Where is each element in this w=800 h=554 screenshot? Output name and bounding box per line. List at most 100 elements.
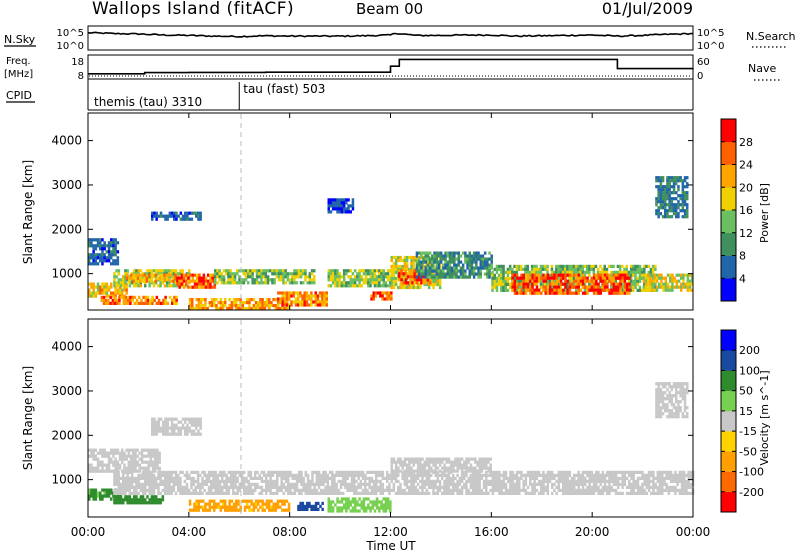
heatmap-cell-power-cells-2 <box>116 301 119 305</box>
heatmap-cell-power-cells-9 <box>373 275 377 279</box>
heatmap-cell-vel-cells-0 <box>134 469 137 473</box>
heatmap-cell-power-cells-8 <box>292 294 295 298</box>
heatmap-cell-power-cells-19 <box>666 215 669 219</box>
heatmap-cell-vel-cells-3 <box>229 482 233 486</box>
heatmap-cell-vel-cells-3 <box>599 476 602 480</box>
heatmap-cell-power-cells-4 <box>134 279 138 283</box>
heatmap-cell-vel-cells-3 <box>628 473 631 477</box>
heatmap-cell-power-cells-4 <box>134 276 138 280</box>
heatmap-cell-power-cells-7 <box>297 272 301 276</box>
heatmap-cell-power-cells-14 <box>513 270 516 274</box>
heatmap-cell-vel-cells-3 <box>339 485 343 489</box>
heatmap-cell-power-cells-0 <box>88 244 91 248</box>
heatmap-cell-vel-cells-3 <box>570 488 574 492</box>
heatmap-cell-vel-cells-3 <box>524 479 528 483</box>
heatmap-cell-power-cells-14 <box>588 270 591 274</box>
heatmap-cell-power-cells-14 <box>500 285 503 289</box>
heatmap-cell-vel-cells-4 <box>202 505 205 509</box>
heatmap-cell-vel-cells-0 <box>156 454 159 458</box>
heatmap-cell-power-cells-13 <box>475 260 478 264</box>
heatmap-cell-power-cells-8 <box>323 294 326 298</box>
heatmap-cell-vel-cells-2 <box>141 498 145 502</box>
heatmap-cell-power-cells-6 <box>265 298 269 302</box>
heatmap-cell-vel-cells-3 <box>443 479 446 483</box>
heatmap-cell-vel-cells-3 <box>311 470 314 474</box>
heatmap-cell-power-cells-18 <box>327 198 330 202</box>
heatmap-cell-vel-cells-3 <box>480 491 484 495</box>
heatmap-cell-power-cells-9 <box>375 278 379 282</box>
heatmap-cell-vel-cells-0 <box>129 463 133 467</box>
heatmap-cell-power-cells-15 <box>526 282 530 286</box>
heatmap-cell-vel-cells-3 <box>309 479 312 483</box>
heatmap-cell-vel-cells-4 <box>199 505 203 509</box>
colorbar-tick-label: 8 <box>739 250 746 263</box>
heatmap-cell-vel-cells-3 <box>612 476 616 480</box>
heatmap-cell-power-cells-3 <box>148 281 151 285</box>
heatmap-cell-power-cells-16 <box>644 288 648 292</box>
heatmap-cell-vel-cells-4 <box>193 502 196 506</box>
heatmap-cell-power-cells-0 <box>96 241 100 245</box>
heatmap-cell-vel-cells-3 <box>247 488 250 492</box>
heatmap-cell-power-cells-19 <box>675 191 678 195</box>
heatmap-cell-power-cells-19 <box>661 197 665 201</box>
heatmap-cell-power-cells-7 <box>273 278 276 282</box>
heatmap-cell-power-cells-7 <box>299 269 303 273</box>
heatmap-cell-vel-cells-3 <box>427 473 431 477</box>
heatmap-cell-vel-cells-3 <box>238 482 242 486</box>
heatmap-cell-power-cells-15 <box>612 291 616 295</box>
heatmap-cell-vel-cells-0 <box>88 466 91 470</box>
heatmap-cell-vel-cells-3 <box>333 488 336 492</box>
heatmap-cell-power-cells-14 <box>621 264 624 268</box>
heatmap-cell-vel-cells-2 <box>126 498 129 502</box>
heatmap-cell-vel-cells-3 <box>647 473 651 477</box>
heatmap-cell-vel-cells-3 <box>361 482 365 486</box>
heatmap-cell-power-cells-8 <box>325 300 328 304</box>
heatmap-cell-power-cells-14 <box>649 270 653 274</box>
heatmap-cell-power-cells-16 <box>647 279 650 283</box>
heatmap-cell-vel-cells-1 <box>110 497 113 501</box>
heatmap-cell-vel-cells-3 <box>566 473 569 477</box>
heatmap-cell-power-cells-13 <box>444 254 447 258</box>
heatmap-cell-power-cells-7 <box>242 278 246 282</box>
heatmap-cell-vel-cells-3 <box>179 470 182 474</box>
heatmap-cell-vel-cells-3 <box>236 488 239 492</box>
heatmap-cell-power-cells-0 <box>110 241 113 245</box>
heatmap-cell-power-cells-15 <box>603 273 607 277</box>
heatmap-cell-vel-cells-4 <box>237 499 240 503</box>
heatmap-cell-power-cells-9 <box>367 272 370 276</box>
heatmap-cell-vel-cells-3 <box>588 488 591 492</box>
heatmap-cell-power-cells-13 <box>446 275 449 279</box>
heatmap-cell-vel-cells-3 <box>262 488 266 492</box>
heatmap-cell-power-cells-2 <box>122 298 126 302</box>
heatmap-cell-power-cells-11 <box>390 279 393 284</box>
heatmap-cell-power-cells-15 <box>544 279 547 283</box>
freq-panel-frame <box>87 54 694 80</box>
heatmap-cell-power-cells-16 <box>647 273 650 277</box>
heatmap-cell-power-cells-13 <box>470 263 474 267</box>
heatmap-cell-vel-cells-3 <box>322 470 325 474</box>
heatmap-cell-vel-cells-3 <box>654 476 657 480</box>
heatmap-cell-power-cells-7 <box>304 275 307 279</box>
heatmap-cell-power-cells-16 <box>673 276 676 280</box>
heatmap-cell-power-cells-17 <box>175 211 178 215</box>
heatmap-cell-vel-cells-3 <box>379 479 382 483</box>
heatmap-cell-vel-cells-3 <box>115 482 118 486</box>
heatmap-cell-vel-cells-3 <box>562 491 565 495</box>
heatmap-cell-vel-cells-3 <box>414 479 418 483</box>
heatmap-cell-power-cells-14 <box>572 267 576 271</box>
heatmap-cell-power-cells-19 <box>668 209 671 213</box>
heatmap-cell-power-cells-16 <box>691 279 694 283</box>
heatmap-cell-vel-cells-3 <box>306 491 310 495</box>
heatmap-cell-power-cells-9 <box>384 284 388 288</box>
heatmap-cell-power-cells-9 <box>371 269 374 273</box>
heatmap-cell-vel-cells-3 <box>346 476 349 480</box>
heatmap-cell-power-cells-11 <box>408 285 411 290</box>
heatmap-cell-power-cells-5 <box>182 285 186 289</box>
heatmap-cell-vel-cells-3 <box>221 485 224 489</box>
heatmap-cell-vel-cells-3 <box>117 470 121 474</box>
heatmap-cell-vel-cells-0 <box>151 454 155 458</box>
heatmap-cell-power-cells-9 <box>334 284 337 288</box>
heatmap-cell-power-cells-6 <box>235 304 238 308</box>
heatmap-cell-vel-cells-3 <box>537 470 541 474</box>
heatmap-cell-power-cells-15 <box>621 273 624 277</box>
